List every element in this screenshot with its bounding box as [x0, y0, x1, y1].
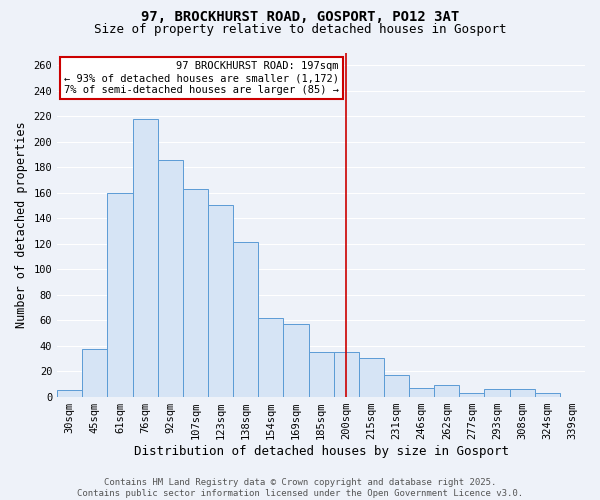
- Bar: [283, 324, 308, 396]
- Bar: [384, 375, 409, 396]
- Bar: [107, 192, 133, 396]
- Bar: [359, 358, 384, 397]
- Text: 97 BROCKHURST ROAD: 197sqm
← 93% of detached houses are smaller (1,172)
7% of se: 97 BROCKHURST ROAD: 197sqm ← 93% of deta…: [64, 62, 338, 94]
- Bar: [334, 352, 359, 397]
- Bar: [535, 393, 560, 396]
- Bar: [233, 242, 258, 396]
- Y-axis label: Number of detached properties: Number of detached properties: [15, 121, 28, 328]
- Bar: [133, 119, 158, 396]
- Bar: [509, 389, 535, 396]
- Bar: [82, 350, 107, 397]
- Bar: [208, 206, 233, 396]
- X-axis label: Distribution of detached houses by size in Gosport: Distribution of detached houses by size …: [134, 444, 509, 458]
- Bar: [434, 385, 460, 396]
- Bar: [183, 189, 208, 396]
- Text: Contains HM Land Registry data © Crown copyright and database right 2025.
Contai: Contains HM Land Registry data © Crown c…: [77, 478, 523, 498]
- Bar: [158, 160, 183, 396]
- Bar: [308, 352, 334, 397]
- Bar: [409, 388, 434, 396]
- Text: Size of property relative to detached houses in Gosport: Size of property relative to detached ho…: [94, 22, 506, 36]
- Bar: [460, 393, 484, 396]
- Bar: [258, 318, 283, 396]
- Bar: [57, 390, 82, 396]
- Text: 97, BROCKHURST ROAD, GOSPORT, PO12 3AT: 97, BROCKHURST ROAD, GOSPORT, PO12 3AT: [141, 10, 459, 24]
- Bar: [484, 389, 509, 396]
